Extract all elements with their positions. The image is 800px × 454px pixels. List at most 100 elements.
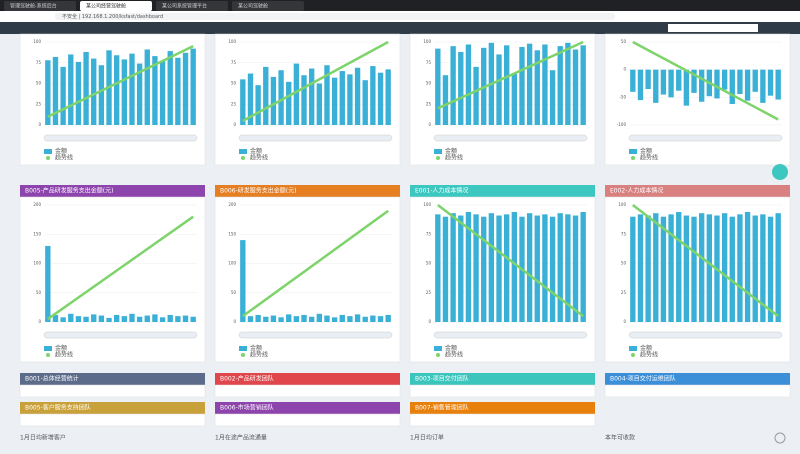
zoom-slider[interactable] xyxy=(628,134,783,142)
zoom-slider[interactable] xyxy=(628,331,783,339)
bar xyxy=(83,51,89,125)
bar xyxy=(660,216,667,322)
y-tick-label: 25 xyxy=(231,101,237,106)
bar xyxy=(152,314,158,322)
panel xyxy=(214,384,401,398)
bar xyxy=(767,216,774,322)
bar xyxy=(136,63,143,125)
panel-header[interactable] xyxy=(20,185,205,197)
bar xyxy=(60,317,66,322)
bar xyxy=(190,48,196,125)
bar xyxy=(385,69,391,125)
y-tick-label: 0 xyxy=(428,319,431,324)
panel-header[interactable] xyxy=(410,402,595,414)
search-box[interactable] xyxy=(668,24,758,32)
trend-line xyxy=(242,40,389,122)
panel-title: B007-销售管理团队 xyxy=(415,404,469,412)
zoom-slider[interactable] xyxy=(238,134,393,142)
bar xyxy=(676,69,682,91)
bar xyxy=(308,68,315,125)
y-tick-label: 200 xyxy=(33,202,41,207)
bar xyxy=(354,314,361,322)
bar xyxy=(68,54,74,126)
panel-header[interactable] xyxy=(215,373,400,385)
y-tick-label: 100 xyxy=(228,39,236,44)
bar xyxy=(308,316,315,322)
bar xyxy=(362,316,368,322)
panel-header[interactable] xyxy=(20,402,205,414)
y-tick-label: -100 xyxy=(617,122,627,127)
bar xyxy=(473,214,479,322)
tab[interactable] xyxy=(80,1,152,11)
bar xyxy=(263,316,269,322)
zoom-slider[interactable] xyxy=(433,331,588,339)
bar xyxy=(488,213,495,322)
url-field[interactable] xyxy=(55,13,615,20)
panel-header[interactable] xyxy=(215,185,400,197)
bar xyxy=(278,317,284,322)
bar xyxy=(190,316,196,322)
legend-swatch xyxy=(46,156,50,160)
zoom-slider[interactable] xyxy=(433,134,588,142)
panel-header[interactable] xyxy=(410,185,595,197)
panel xyxy=(19,384,206,398)
bar xyxy=(660,69,667,95)
zoom-slider[interactable] xyxy=(43,331,198,339)
panel-header[interactable] xyxy=(605,373,790,385)
bar xyxy=(270,76,277,125)
bar xyxy=(240,240,246,322)
panel-header[interactable] xyxy=(215,402,400,414)
y-tick-label: 150 xyxy=(33,231,41,236)
panel-header[interactable] xyxy=(20,373,205,385)
trend-line xyxy=(437,40,584,110)
stat-label: 本年可收款 xyxy=(605,434,635,442)
bar xyxy=(542,214,548,322)
bar xyxy=(129,313,135,322)
bar xyxy=(339,71,345,125)
y-tick-label: 75 xyxy=(426,231,432,236)
y-tick-label: 100 xyxy=(618,202,626,207)
bar xyxy=(496,215,502,322)
tab[interactable] xyxy=(156,1,228,11)
zoom-slider[interactable] xyxy=(238,331,393,339)
tab[interactable] xyxy=(4,1,76,11)
bar xyxy=(324,65,330,125)
bar xyxy=(255,314,261,322)
bar xyxy=(83,316,89,322)
float-button[interactable] xyxy=(772,164,788,180)
bar xyxy=(557,46,563,125)
bar xyxy=(167,314,173,322)
legend-swatch xyxy=(44,149,52,154)
bar xyxy=(45,60,51,126)
legend-label: 趋势线 xyxy=(445,351,463,359)
bar xyxy=(362,80,368,125)
legend-label: 趋势线 xyxy=(445,154,463,162)
bar xyxy=(519,46,525,126)
panel-header[interactable] xyxy=(605,185,790,197)
bar xyxy=(458,215,464,322)
y-tick-label: 75 xyxy=(621,231,627,236)
trend-line xyxy=(47,45,194,118)
y-tick-label: 25 xyxy=(621,290,627,295)
stat-label: 1月日均订单 xyxy=(410,434,444,442)
help-button[interactable] xyxy=(774,432,786,444)
trend-line xyxy=(47,215,194,321)
legend-swatch xyxy=(629,346,637,351)
panel xyxy=(604,33,791,166)
bar xyxy=(565,214,571,322)
bar xyxy=(442,216,449,322)
zoom-slider[interactable] xyxy=(43,134,198,142)
bar xyxy=(316,313,323,322)
bar xyxy=(442,75,449,125)
panel-header[interactable] xyxy=(410,373,595,385)
panel-title: E002-人力成本情况 xyxy=(610,187,663,195)
bar xyxy=(565,42,571,125)
tab-title: 某公司系统管理平台 xyxy=(162,3,207,10)
legend-swatch xyxy=(436,156,440,160)
bar xyxy=(526,213,533,322)
tab-title: 某公司驾驶舱 xyxy=(238,3,268,10)
tab[interactable] xyxy=(232,1,304,11)
bar xyxy=(270,315,277,322)
bar xyxy=(175,57,181,125)
bar xyxy=(526,43,533,125)
